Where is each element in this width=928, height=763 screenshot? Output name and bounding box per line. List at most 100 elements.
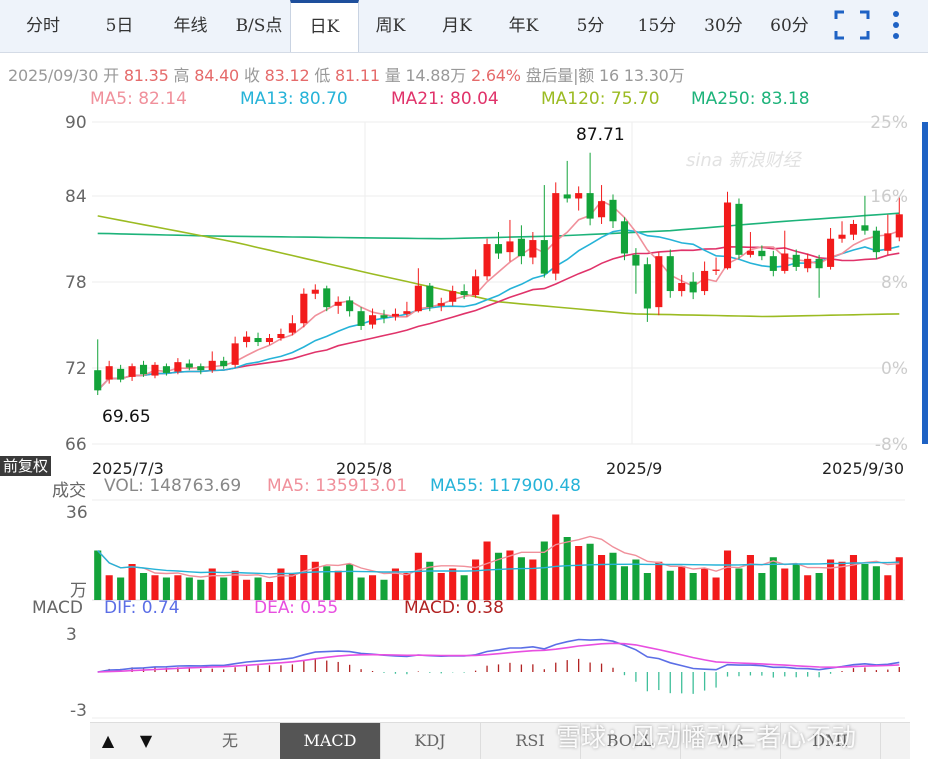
candle bbox=[643, 257, 651, 322]
candle bbox=[506, 219, 514, 262]
candle bbox=[403, 301, 411, 317]
quote-info-line: 2025/09/30 开 81.35 高 84.40 收 83.12 低 81.… bbox=[8, 66, 685, 85]
volume-bar bbox=[460, 575, 468, 600]
volume-title: 成交 bbox=[52, 481, 86, 501]
volume-bar bbox=[94, 550, 102, 600]
pct-axis-label: 16% bbox=[870, 187, 908, 207]
volume-bar bbox=[598, 555, 606, 600]
quote-date: 2025/09/30 bbox=[8, 66, 99, 85]
low-annotation: 69.65 bbox=[102, 407, 151, 427]
tab-7[interactable]: 月K bbox=[442, 16, 472, 36]
volume-bar bbox=[128, 564, 136, 600]
candle bbox=[254, 332, 262, 347]
candle bbox=[678, 274, 686, 297]
tab-12[interactable]: 60分 bbox=[770, 16, 809, 36]
indicator-tab[interactable]: DMI bbox=[780, 723, 881, 759]
volume-bar bbox=[414, 552, 422, 600]
candle bbox=[357, 307, 365, 330]
candle bbox=[884, 214, 892, 255]
candle bbox=[849, 219, 858, 241]
candle bbox=[701, 261, 709, 296]
volume-bar bbox=[449, 568, 457, 600]
volume-bar bbox=[781, 568, 789, 600]
candle bbox=[723, 191, 732, 270]
indicator-tab[interactable]: MACD bbox=[280, 723, 381, 759]
open-label: 开 bbox=[103, 66, 119, 85]
tab-9[interactable]: 5分 bbox=[576, 16, 605, 36]
indicator-tab[interactable]: BOLL bbox=[580, 723, 681, 759]
volume-bar bbox=[884, 575, 892, 600]
candle bbox=[827, 227, 835, 270]
tab-6[interactable]: 周K bbox=[375, 16, 406, 36]
vol-value: VOL: 148763.69 bbox=[104, 476, 242, 496]
indicator-tab[interactable]: 无 bbox=[180, 723, 281, 759]
date-axis-label: 2025/9/30 bbox=[822, 459, 904, 478]
tab-4[interactable]: B/S点 bbox=[235, 16, 283, 36]
volume-bar bbox=[815, 573, 823, 600]
fullscreen-icon[interactable] bbox=[834, 10, 870, 40]
volume-bar bbox=[655, 561, 663, 600]
candle bbox=[655, 252, 663, 316]
volume-bar bbox=[231, 570, 239, 600]
tab-8[interactable]: 年K bbox=[508, 16, 539, 36]
amount-text: 13.30万 bbox=[623, 66, 685, 85]
arrow-down-button[interactable]: ▼ bbox=[139, 731, 153, 750]
ma-legend-item: MA13: 80.70 bbox=[240, 89, 348, 109]
macd-axis-top: 3 bbox=[66, 625, 77, 645]
tab-11[interactable]: 30分 bbox=[704, 16, 743, 36]
volume-bar bbox=[139, 573, 148, 600]
indicator-tab-bar: ▲ ▼ 无 MACD KDJ RSI BOLL WR DMI bbox=[90, 722, 910, 759]
volume-bar bbox=[609, 552, 617, 600]
close-label: 收 bbox=[243, 66, 260, 85]
candle bbox=[575, 186, 583, 211]
candle bbox=[380, 309, 388, 324]
ma-legend-item: MA21: 80.04 bbox=[391, 89, 499, 109]
amount-value: 16 bbox=[599, 66, 619, 85]
candle bbox=[94, 339, 102, 396]
volume-bar bbox=[643, 573, 651, 600]
tab-5[interactable]: 日K bbox=[290, 0, 359, 52]
arrow-up-button[interactable]: ▲ bbox=[101, 731, 115, 750]
volume-bar bbox=[746, 555, 754, 600]
vol-ma5-value: MA5: 135913.01 bbox=[267, 476, 408, 496]
candle bbox=[815, 254, 823, 298]
high-value: 84.40 bbox=[194, 66, 240, 85]
candle bbox=[586, 152, 594, 226]
candle bbox=[838, 221, 846, 243]
more-vertical-icon[interactable] bbox=[893, 11, 899, 39]
candle bbox=[105, 360, 113, 384]
volume-bar bbox=[197, 579, 205, 600]
indicator-tab[interactable]: WR bbox=[680, 723, 781, 759]
tab-10[interactable]: 15分 bbox=[637, 16, 677, 36]
candle bbox=[208, 351, 216, 373]
volume-axis-top: 36 bbox=[66, 503, 88, 523]
adjust-mode-label[interactable]: 前复权 bbox=[0, 456, 52, 476]
volume-bar bbox=[895, 557, 903, 600]
vol-ma55-value: MA55: 117900.48 bbox=[430, 476, 581, 496]
tab-1[interactable]: 分时 bbox=[26, 16, 60, 36]
volume-bar bbox=[620, 566, 629, 600]
candle bbox=[804, 253, 812, 273]
candle bbox=[735, 198, 743, 259]
volume-bar bbox=[712, 577, 720, 600]
low-label: 低 bbox=[314, 66, 331, 85]
date-axis-label: 2025/7/3 bbox=[92, 459, 164, 478]
volume-bar bbox=[288, 573, 296, 600]
candle bbox=[368, 308, 377, 329]
candle bbox=[620, 217, 629, 261]
candle bbox=[598, 185, 606, 224]
volume-bar bbox=[174, 575, 182, 600]
tab-2[interactable]: 5日 bbox=[105, 16, 134, 36]
scroll-track[interactable] bbox=[922, 122, 928, 444]
macd-axis-bottom: -3 bbox=[70, 701, 87, 721]
volume-bar bbox=[804, 575, 812, 600]
indicator-tab[interactable]: RSI bbox=[480, 723, 581, 759]
price-axis-label: 72 bbox=[65, 359, 87, 379]
indicator-tab[interactable]: KDJ bbox=[380, 723, 481, 759]
volume-bar bbox=[494, 552, 503, 600]
pct-axis-label: -8% bbox=[875, 435, 908, 455]
tab-3[interactable]: 年线 bbox=[173, 16, 208, 36]
candle bbox=[666, 249, 674, 298]
candle bbox=[746, 232, 754, 258]
candle bbox=[437, 297, 445, 312]
